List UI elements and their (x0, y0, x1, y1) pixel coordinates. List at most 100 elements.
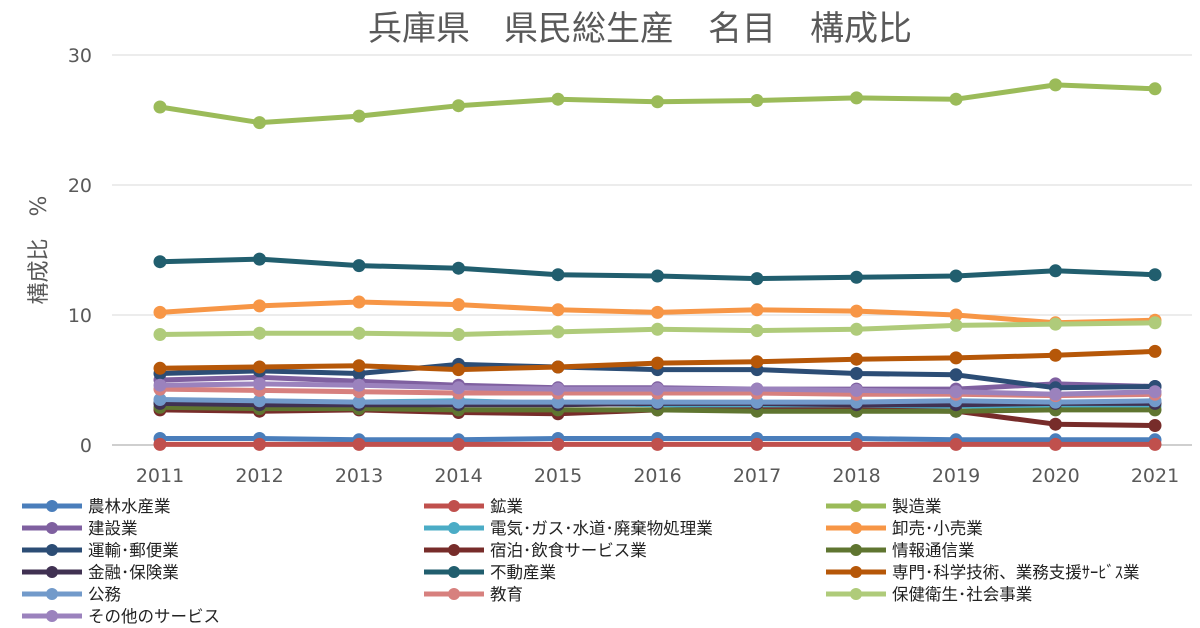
data-point (352, 326, 366, 340)
data-point (253, 394, 266, 408)
data-point (949, 308, 963, 322)
data-point (352, 259, 366, 273)
data-point (850, 322, 863, 336)
data-point (850, 304, 863, 318)
data-point (750, 94, 764, 107)
legend-label: 公務 (88, 585, 122, 604)
legend-swatch-marker (46, 544, 58, 556)
legend-swatch-marker (448, 544, 460, 556)
legend-item: 鉱業 (424, 497, 523, 516)
data-point (452, 363, 465, 377)
data-point (551, 268, 565, 282)
data-point (452, 395, 465, 409)
data-point (551, 92, 565, 106)
y-tick-label: 0 (80, 435, 92, 457)
legend-item: 不動産業 (424, 563, 556, 582)
data-point (949, 385, 963, 399)
legend-label: 情報通信業 (892, 541, 975, 560)
data-point (452, 99, 465, 113)
legend-swatch-marker (448, 522, 460, 534)
data-point (352, 109, 366, 123)
legend-label: 建設業 (88, 519, 138, 538)
legend-label: 製造業 (892, 497, 942, 516)
data-point (1049, 348, 1062, 362)
data-point (551, 395, 565, 409)
data-point (850, 437, 863, 451)
legend-label: 宿泊･飲食サービス業 (490, 541, 647, 560)
legend-swatch-marker (850, 566, 862, 578)
series-3 (153, 78, 1162, 130)
legend-label: 保健衛生･社会事業 (892, 585, 1032, 604)
x-tick-label: 2017 (733, 465, 781, 487)
legend-label: 電気･ガス･水道･廃棄物処理業 (490, 519, 713, 538)
data-point (253, 299, 266, 313)
data-point (651, 395, 664, 409)
legend-swatch-marker (448, 588, 460, 600)
y-axis-label: 構成比 % (27, 196, 52, 305)
data-point (1148, 385, 1162, 399)
data-point (949, 351, 963, 365)
series-lines (153, 78, 1162, 451)
legend-label: その他のサービス (88, 607, 220, 626)
legend-swatch-marker (46, 588, 58, 600)
legend-item: 製造業 (826, 497, 942, 516)
data-point (253, 116, 266, 130)
data-point (750, 272, 764, 286)
x-tick-label: 2012 (235, 465, 283, 487)
data-point (153, 437, 167, 451)
legend-item: 運輸･郵便業 (22, 541, 179, 560)
x-tick-label: 2021 (1131, 465, 1179, 487)
data-point (1049, 317, 1062, 331)
x-tick-label: 2014 (434, 465, 482, 487)
data-point (949, 368, 963, 382)
legend-item: 宿泊･飲食サービス業 (424, 541, 647, 560)
data-point (949, 269, 963, 283)
data-point (1148, 437, 1162, 451)
data-point (153, 361, 167, 375)
chart-title: 兵庫県 県民総生産 名目 構成比 (368, 9, 912, 49)
data-point (1148, 268, 1162, 282)
data-point (750, 382, 764, 396)
data-point (153, 255, 167, 269)
x-tick-label: 2016 (633, 465, 681, 487)
legend-label: 教育 (490, 585, 523, 604)
data-point (651, 382, 664, 396)
legend-item: 農林水産業 (22, 497, 171, 516)
data-point (850, 367, 863, 380)
data-point (750, 395, 764, 409)
legend-label: 専門･科学技術、業務支援ｻｰﾋﾞｽ業 (892, 563, 1140, 582)
legend-swatch-marker (46, 522, 58, 534)
legend-swatch-marker (448, 566, 460, 578)
data-point (253, 252, 266, 266)
data-point (253, 360, 266, 374)
data-point (651, 269, 664, 283)
data-point (253, 377, 266, 391)
legend-label: 鉱業 (490, 497, 523, 516)
data-point (1049, 437, 1062, 451)
data-point (1148, 419, 1162, 432)
legend-label: 農林水産業 (88, 497, 171, 516)
data-point (949, 318, 963, 332)
series-12 (153, 344, 1162, 377)
legend-swatch-marker (46, 500, 58, 512)
data-point (452, 298, 465, 312)
data-point (1049, 417, 1062, 431)
x-tick-label: 2011 (136, 465, 184, 487)
x-tick-label: 2013 (335, 465, 383, 487)
legend-item: 公務 (22, 585, 122, 604)
legend-label: 卸売･小売業 (892, 519, 983, 538)
data-point (352, 395, 366, 409)
data-point (949, 437, 963, 451)
data-point (850, 352, 863, 366)
legend-item: 建設業 (22, 519, 138, 538)
data-point (253, 326, 266, 340)
x-tick-label: 2019 (932, 465, 980, 487)
data-point (750, 303, 764, 317)
data-point (253, 437, 266, 451)
data-point (153, 305, 167, 319)
series-15 (153, 316, 1162, 341)
legend-item: 教育 (424, 585, 523, 604)
data-point (850, 270, 863, 284)
